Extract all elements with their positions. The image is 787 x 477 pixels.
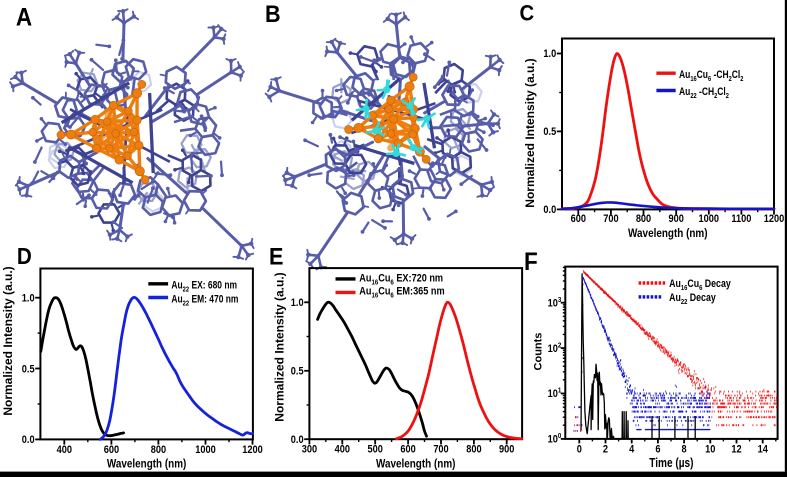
svg-text:D: D [17,243,32,269]
svg-text:Wavelength (nm): Wavelength (nm) [628,227,708,240]
svg-text:6: 6 [655,444,661,456]
svg-text:C: C [520,0,535,25]
svg-text:1.0: 1.0 [291,297,304,309]
svg-text:4: 4 [629,444,635,456]
svg-text:0.0: 0.0 [543,205,556,217]
svg-text:A: A [16,3,32,31]
svg-text:700: 700 [603,213,619,225]
svg-text:Normalized Intensity (a.u.): Normalized Intensity (a.u.) [523,58,537,207]
svg-text:Normalized Intensity (a.u.): Normalized Intensity (a.u.) [273,272,287,421]
svg-text:800: 800 [466,444,482,456]
svg-text:Au16​Cu6​ -CH2​Cl2​: Au16​Cu6​ -CH2​Cl2​ [679,69,744,83]
svg-text:E: E [269,242,283,269]
svg-text:1200: 1200 [242,444,263,456]
svg-text:900: 900 [669,213,685,225]
svg-text:Au22​ EX: 680 nm: Au22​ EX: 680 nm [171,279,237,293]
svg-text:Wavelength (nm): Wavelength (nm) [376,458,456,471]
svg-text:Au22​ -CH2​Cl2​: Au22​ -CH2​Cl2​ [679,86,729,100]
svg-text:600: 600 [104,444,120,456]
svg-text:Normalized Intensity (a.u.): Normalized Intensity (a.u.) [1,266,15,415]
svg-text:0: 0 [577,444,583,456]
svg-text:900: 900 [499,444,515,456]
svg-text:Wavelength (nm): Wavelength (nm) [107,458,187,471]
svg-text:Au16​Cu6​ EX:720 nm: Au16​Cu6​ EX:720 nm [359,273,443,287]
svg-text:10: 10 [705,444,716,456]
svg-text:1.0: 1.0 [543,49,556,61]
svg-text:800: 800 [636,213,652,225]
svg-text:1000: 1000 [195,444,216,456]
svg-text:800: 800 [151,444,167,456]
svg-text:0.5: 0.5 [543,127,556,139]
svg-text:Au16​Cu6​ EM:365 nm: Au16​Cu6​ EM:365 nm [359,286,444,300]
svg-text:0.5: 0.5 [291,366,304,378]
svg-text:2: 2 [603,444,609,456]
svg-text:400: 400 [57,444,73,456]
svg-text:Au22​ EM: 470 nm: Au22​ EM: 470 nm [171,293,238,307]
svg-text:Time (µs): Time (µs) [649,457,693,470]
svg-text:400: 400 [335,444,351,456]
svg-text:600: 600 [400,444,416,456]
svg-text:B: B [265,0,281,27]
svg-text:1100: 1100 [731,213,751,225]
svg-text:12: 12 [731,444,742,456]
svg-text:1.0: 1.0 [22,293,35,305]
svg-text:0.5: 0.5 [22,364,35,376]
svg-text:0.0: 0.0 [291,434,304,446]
svg-text:F: F [524,248,538,276]
svg-text:600: 600 [571,213,587,225]
svg-text:Counts: Counts [533,333,545,371]
svg-text:300: 300 [302,444,318,456]
svg-text:8: 8 [682,444,688,456]
svg-text:1000: 1000 [699,213,720,225]
svg-text:1200: 1200 [764,213,785,225]
svg-text:Au22​ Decay: Au22​ Decay [669,292,716,306]
svg-text:0.0: 0.0 [22,435,35,447]
svg-text:14: 14 [758,444,769,456]
svg-text:700: 700 [433,444,449,456]
svg-text:500: 500 [368,444,384,456]
